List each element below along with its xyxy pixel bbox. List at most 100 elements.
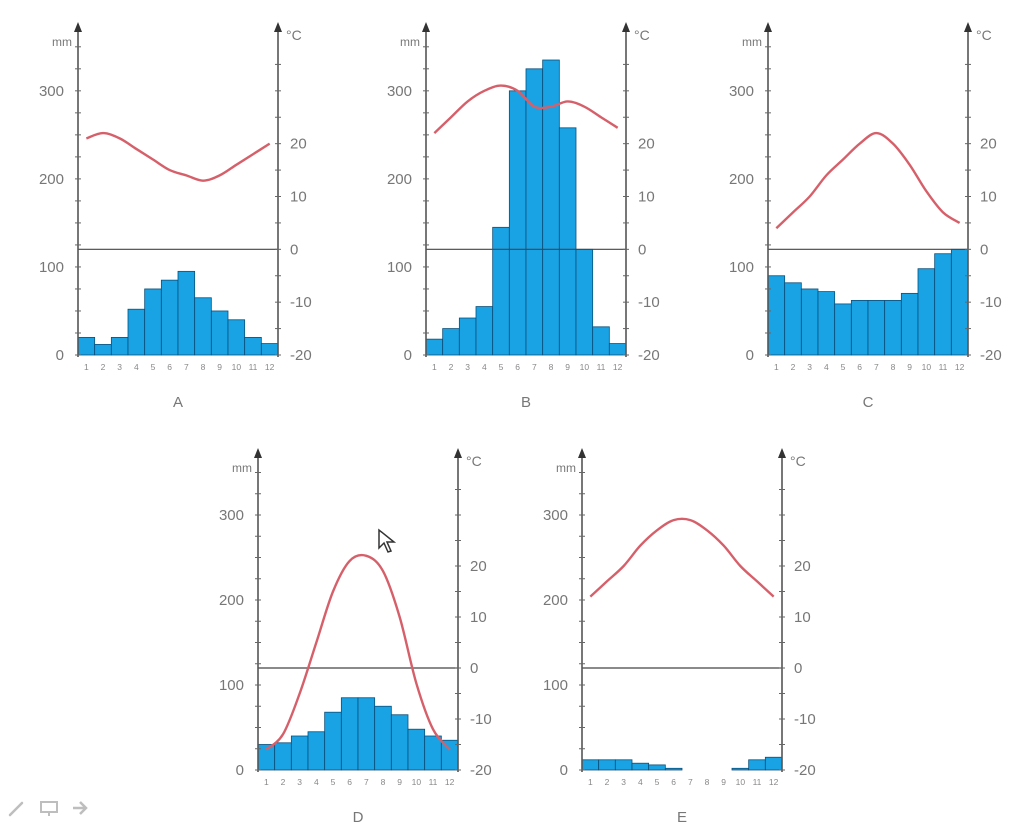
right-tick-label: -10 bbox=[470, 711, 492, 728]
right-tick-label: 20 bbox=[638, 136, 655, 153]
month-tick-label: 5 bbox=[151, 362, 156, 372]
axis-arrow-icon bbox=[254, 448, 262, 458]
precipitation-bar bbox=[210, 310, 229, 356]
month-tick-label: 5 bbox=[655, 777, 660, 787]
precipitation-bar bbox=[525, 68, 544, 356]
month-tick-label: 10 bbox=[232, 362, 242, 372]
right-tick-label: 0 bbox=[638, 241, 646, 258]
pen-icon[interactable] bbox=[6, 797, 28, 819]
right-tick-label: 20 bbox=[470, 558, 487, 575]
left-tick-label: 200 bbox=[39, 171, 64, 188]
left-tick-label: 200 bbox=[543, 592, 568, 609]
month-tick-label: 3 bbox=[807, 362, 812, 372]
precipitation-bar bbox=[227, 319, 246, 356]
left-axis-unit: mm bbox=[232, 461, 252, 475]
precipitation-bar bbox=[934, 253, 952, 356]
right-tick-label: 0 bbox=[470, 660, 478, 677]
left-tick-label: 300 bbox=[39, 83, 64, 100]
right-tick-label: -20 bbox=[980, 347, 1002, 364]
month-tick-label: 6 bbox=[515, 362, 520, 372]
precipitation-bar bbox=[177, 270, 196, 356]
month-tick-label: 9 bbox=[565, 362, 570, 372]
axis-arrow-icon bbox=[964, 22, 972, 32]
right-tick-label: 20 bbox=[794, 558, 811, 575]
precipitation-bar bbox=[900, 292, 919, 356]
precipitation-bar bbox=[127, 308, 146, 356]
month-tick-label: 9 bbox=[907, 362, 912, 372]
chart-label: A bbox=[173, 394, 183, 411]
right-tick-label: 0 bbox=[980, 241, 988, 258]
month-tick-label: 2 bbox=[281, 777, 286, 787]
right-tick-label: -10 bbox=[290, 294, 312, 311]
left-tick-label: 100 bbox=[219, 677, 244, 694]
precipitation-bar bbox=[884, 300, 902, 356]
temperature-line bbox=[265, 553, 451, 751]
left-axis-unit: mm bbox=[400, 35, 420, 49]
arrow-icon[interactable] bbox=[70, 797, 92, 819]
right-axis-unit: °C bbox=[790, 453, 806, 469]
precipitation-bar bbox=[867, 300, 886, 356]
right-axis-unit: °C bbox=[466, 453, 482, 469]
month-tick-label: 8 bbox=[891, 362, 896, 372]
precipitation-bar bbox=[340, 697, 359, 771]
month-tick-label: 12 bbox=[955, 362, 965, 372]
chart-label: D bbox=[353, 809, 364, 822]
precipitation-bar bbox=[614, 759, 633, 771]
precipitation-bar bbox=[575, 248, 594, 356]
precipitation-bar bbox=[598, 759, 616, 771]
month-tick-label: 8 bbox=[705, 777, 710, 787]
precipitation-bar bbox=[77, 336, 96, 356]
precipitation-bar bbox=[244, 336, 262, 356]
right-tick-label: -10 bbox=[638, 294, 660, 311]
chart-label: B bbox=[521, 394, 531, 411]
precipitation-bar bbox=[458, 317, 477, 356]
precipitation-bar bbox=[800, 288, 819, 356]
precipitation-bar bbox=[592, 326, 610, 356]
right-tick-label: 10 bbox=[794, 609, 811, 626]
month-tick-label: 11 bbox=[753, 777, 762, 787]
month-tick-label: 7 bbox=[364, 777, 369, 787]
month-tick-label: 10 bbox=[922, 362, 932, 372]
right-tick-label: 10 bbox=[290, 189, 307, 206]
left-tick-label: 100 bbox=[729, 259, 754, 276]
axis-arrow-icon bbox=[578, 448, 586, 458]
precipitation-bar bbox=[307, 731, 326, 771]
axis-arrow-icon bbox=[74, 22, 82, 32]
month-tick-label: 3 bbox=[465, 362, 470, 372]
presenter-icon[interactable] bbox=[38, 797, 60, 819]
precipitation-bar bbox=[581, 759, 600, 771]
month-tick-label: 8 bbox=[201, 362, 206, 372]
right-tick-label: 0 bbox=[794, 660, 802, 677]
month-tick-label: 1 bbox=[264, 777, 269, 787]
month-tick-label: 4 bbox=[314, 777, 319, 787]
left-tick-label: 0 bbox=[56, 347, 64, 364]
precipitation-bar bbox=[748, 759, 766, 771]
month-tick-label: 6 bbox=[347, 777, 352, 787]
precipitation-bar bbox=[850, 300, 869, 356]
month-tick-label: 9 bbox=[397, 777, 402, 787]
left-tick-label: 100 bbox=[387, 259, 412, 276]
chart-label: C bbox=[863, 394, 874, 411]
axis-arrow-icon bbox=[764, 22, 772, 32]
precipitation-bar bbox=[558, 127, 577, 356]
chart-label: E bbox=[677, 809, 687, 822]
right-tick-label: 10 bbox=[470, 609, 487, 626]
month-tick-label: 1 bbox=[84, 362, 89, 372]
month-tick-label: 2 bbox=[605, 777, 610, 787]
right-tick-label: -20 bbox=[794, 762, 816, 779]
precipitation-bar bbox=[424, 735, 442, 771]
left-tick-label: 300 bbox=[219, 507, 244, 524]
month-tick-label: 3 bbox=[621, 777, 626, 787]
temperature-line bbox=[85, 131, 271, 182]
month-tick-label: 7 bbox=[184, 362, 189, 372]
left-tick-label: 0 bbox=[746, 347, 754, 364]
month-tick-label: 6 bbox=[857, 362, 862, 372]
left-axis-unit: mm bbox=[52, 35, 72, 49]
month-tick-label: 5 bbox=[841, 362, 846, 372]
month-tick-label: 2 bbox=[101, 362, 106, 372]
month-tick-label: 1 bbox=[432, 362, 437, 372]
precipitation-bar bbox=[357, 697, 376, 771]
month-tick-label: 9 bbox=[217, 362, 222, 372]
